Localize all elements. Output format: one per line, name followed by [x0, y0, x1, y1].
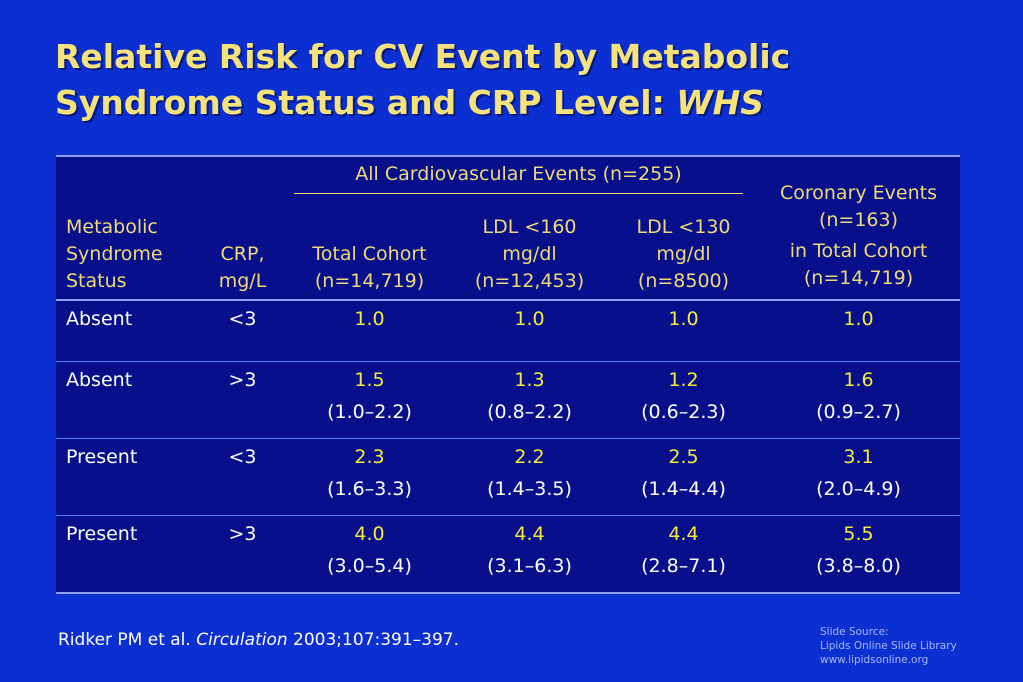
risk-value: 4.4	[668, 523, 699, 545]
header-coronary-events: Coronary Events (n=163) in Total Cohort …	[757, 156, 960, 300]
risk-value: 1.2	[668, 369, 699, 391]
risk-cell: 1.0	[290, 300, 449, 362]
row-crp: >3	[228, 523, 257, 545]
risk-cell: 1.0	[757, 300, 960, 362]
risk-cell: 1.2 (0.6–2.3)	[610, 362, 757, 439]
table-row: Absent >3 1.5 (1.0–2.2) 1.3 (0.8–2.2) 1.2 (…	[56, 361, 960, 439]
risk-value: 4.0	[354, 523, 385, 545]
confidence-interval: (1.0–2.2)	[327, 401, 412, 423]
risk-cell: 1.3 (0.8–2.2)	[449, 362, 610, 439]
confidence-interval: (0.9–2.7)	[816, 401, 901, 423]
risk-cell: 1.5 (1.0–2.2)	[290, 362, 449, 439]
risk-value: 4.4	[514, 523, 545, 545]
risk-value: 1.0	[668, 308, 699, 330]
header-ldl-160: LDL <160 mg/dl (n=12,453)	[474, 216, 585, 292]
risk-cell: 1.0	[449, 300, 610, 362]
risk-cell: 4.0 (3.0–5.4)	[290, 516, 449, 594]
risk-value: 1.0	[843, 308, 874, 330]
confidence-interval: (2.0–4.9)	[816, 478, 901, 500]
citation-authors: Ridker PM et al.	[58, 630, 197, 650]
confidence-interval: (1.4–4.4)	[641, 478, 726, 500]
row-status: Absent	[66, 369, 133, 391]
risk-value: 1.3	[514, 369, 545, 391]
table-row: Present >3 4.0 (3.0–5.4) 4.4 (3.1–6.3) 4.4…	[56, 515, 960, 594]
citation: Ridker PM et al. Circulation 2003;107:39…	[58, 630, 459, 650]
risk-value: 1.6	[843, 369, 874, 391]
confidence-interval: (3.8–8.0)	[816, 555, 901, 577]
header-row-1: Metabolic Syndrome Status CRP, mg/L All …	[56, 156, 960, 292]
risk-cell: 5.5 (3.8–8.0)	[757, 516, 960, 594]
header-coronary-line-1: Coronary Events (n=163)	[779, 182, 938, 231]
slide-source: Slide Source: Lipids Online Slide Librar…	[820, 625, 957, 667]
risk-value: 2.3	[354, 446, 385, 468]
source-label: Slide Source:	[820, 626, 889, 638]
relative-risk-table: Metabolic Syndrome Status CRP, mg/L All …	[56, 155, 960, 594]
header-ldl-130: LDL <130 mg/dl (n=8500)	[636, 216, 731, 292]
risk-value: 2.5	[668, 446, 699, 468]
header-metabolic-status: Metabolic Syndrome Status	[66, 216, 163, 292]
table-row: Present <3 2.3 (1.6–3.3) 2.2 (1.4–3.5) 2.5…	[56, 438, 960, 516]
citation-details: 2003;107:391–397.	[287, 630, 460, 650]
confidence-interval: (3.1–6.3)	[487, 555, 572, 577]
risk-value: 1.0	[354, 308, 385, 330]
confidence-interval: (3.0–5.4)	[327, 555, 412, 577]
confidence-interval: (0.6–2.3)	[641, 401, 726, 423]
header-crp: CRP, mg/L	[218, 243, 267, 292]
risk-cell: 4.4 (2.8–7.1)	[610, 516, 757, 594]
confidence-interval: (0.8–2.2)	[487, 401, 572, 423]
risk-cell: 2.2 (1.4–3.5)	[449, 439, 610, 516]
row-status: Present	[66, 446, 138, 468]
table-row: Absent <3 1.0 1.0 1.0 1.0	[56, 300, 960, 362]
risk-cell: 1.6 (0.9–2.7)	[757, 362, 960, 439]
risk-cell: 2.5 (1.4–4.4)	[610, 439, 757, 516]
risk-value: 2.2	[514, 446, 545, 468]
title-line-2: Syndrome Status and CRP Level:	[55, 83, 677, 122]
risk-value: 1.5	[354, 369, 385, 391]
header-total-cohort: Total Cohort (n=14,719)	[312, 243, 427, 292]
citation-journal: Circulation	[196, 630, 288, 650]
risk-cell: 1.0	[610, 300, 757, 362]
row-crp: <3	[228, 446, 257, 468]
row-status: Absent	[66, 308, 133, 330]
confidence-interval: (1.4–3.5)	[487, 478, 572, 500]
risk-cell: 4.4 (3.1–6.3)	[449, 516, 610, 594]
title-study-name: WHS	[676, 83, 765, 122]
row-status: Present	[66, 523, 138, 545]
risk-value: 3.1	[843, 446, 874, 468]
title-line-1: Relative Risk for CV Event by Metabolic	[55, 37, 791, 76]
source-url: www.lipidsonline.org	[820, 654, 929, 666]
header-all-cv-events-label: All Cardiovascular Events (n=255)	[294, 161, 743, 194]
slide-title: Relative Risk for CV Event by Metabolic …	[55, 34, 995, 126]
header-all-cv-events: All Cardiovascular Events (n=255)	[290, 156, 757, 197]
row-crp: >3	[228, 369, 257, 391]
row-crp: <3	[228, 308, 257, 330]
risk-cell: 3.1 (2.0–4.9)	[757, 439, 960, 516]
confidence-interval: (1.6–3.3)	[327, 478, 412, 500]
risk-value: 5.5	[843, 523, 874, 545]
header-coronary-line-2: in Total Cohort (n=14,719)	[789, 240, 928, 289]
risk-cell: 2.3 (1.6–3.3)	[290, 439, 449, 516]
risk-value: 1.0	[514, 308, 545, 330]
source-library: Lipids Online Slide Library	[820, 640, 957, 652]
confidence-interval: (2.8–7.1)	[641, 555, 726, 577]
